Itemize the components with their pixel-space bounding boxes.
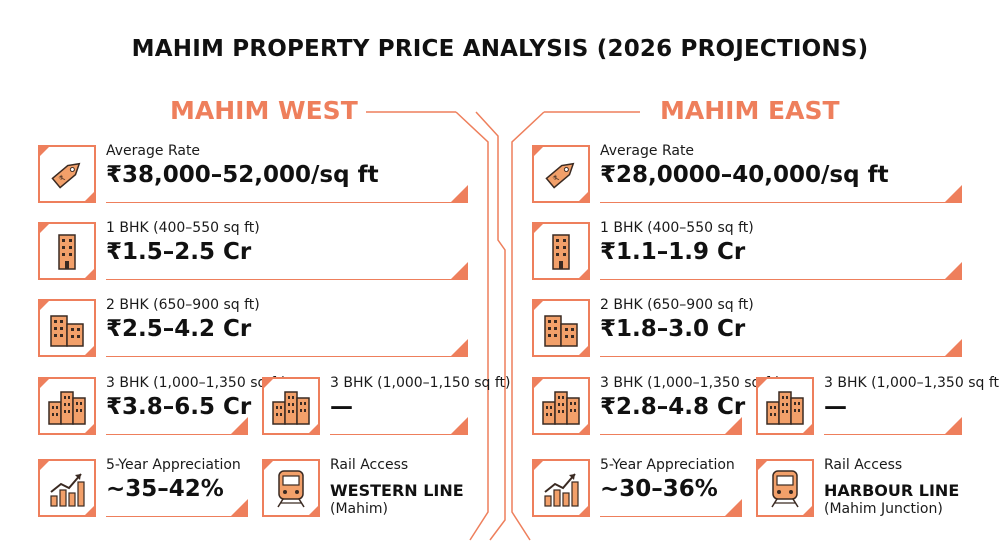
city-blocks-icon [262, 377, 320, 435]
east-appreciation-value: ~30–36% [600, 476, 718, 502]
east-average-rate-label: Average Rate [600, 143, 695, 159]
page-title: MAHIM PROPERTY PRICE ANALYSIS (2026 PROJ… [131, 36, 869, 62]
west-average-rate-value: ₹38,000–52,000/sq ft [106, 162, 379, 188]
price-tag-icon: ₹ [38, 145, 96, 203]
west-3bhk-b-value: — [330, 394, 353, 420]
west-2bhk-value: ₹2.5–4.2 Cr [106, 316, 252, 342]
west-3bhk-a-value: ₹3.8–6.5 Cr [106, 394, 252, 420]
west-2bhk-card: 2 BHK (650–900 sq ft) ₹2.5–4.2 Cr [38, 297, 468, 357]
west-1bhk-card: 1 BHK (400–550 sq ft) ₹1.5–2.5 Cr [38, 220, 468, 280]
east-3bhk-card-a: 3 BHK (1,000–1,350 sq ft) ₹2.8–4.8 Cr [532, 375, 780, 435]
west-rail-card: Rail Access WESTERN LINE (Mahim) [262, 457, 468, 517]
east-1bhk-card: 1 BHK (400–550 sq ft) ₹1.1–1.9 Cr [532, 220, 962, 280]
west-heading: MAHIM WEST [170, 96, 358, 125]
price-tag-icon: ₹ [532, 145, 590, 203]
growth-chart-icon [38, 459, 96, 517]
east-average-rate-card: ₹ Average Rate ₹28,0000–40,000/sq ft [532, 143, 962, 203]
west-3bhk-card-b: 3 BHK (1,000–1,150 sq ft) — [262, 375, 510, 435]
west-appreciation-label: 5-Year Appreciation [106, 457, 241, 473]
east-3bhk-a-label: 3 BHK (1,000–1,350 sq ft) [600, 375, 781, 391]
city-blocks-icon [38, 377, 96, 435]
west-appreciation-card: 5-Year Appreciation ~35–42% [38, 457, 248, 517]
city-blocks-icon [532, 377, 590, 435]
building-icon [38, 222, 96, 280]
west-appreciation-value: ~35–42% [106, 476, 224, 502]
east-2bhk-label: 2 BHK (650–900 sq ft) [600, 297, 754, 313]
buildings-icon [38, 299, 96, 357]
east-heading: MAHIM EAST [660, 96, 840, 125]
west-3bhk-card-a: 3 BHK (1,000–1,350 sq ft) ₹3.8–6.5 Cr [38, 375, 286, 435]
east-1bhk-label: 1 BHK (400–550 sq ft) [600, 220, 754, 236]
east-2bhk-card: 2 BHK (650–900 sq ft) ₹1.8–3.0 Cr [532, 297, 962, 357]
east-3bhk-b-value: — [824, 394, 847, 420]
east-average-rate-value: ₹28,0000–40,000/sq ft [600, 162, 889, 188]
east-rail-card: Rail Access HARBOUR LINE (Mahim Junction… [756, 457, 962, 517]
svg-text:₹: ₹ [552, 173, 562, 183]
west-rail-label: Rail Access [330, 457, 409, 473]
east-3bhk-a-value: ₹2.8–4.8 Cr [600, 394, 746, 420]
west-rail-sub: (Mahim) [330, 501, 388, 517]
west-1bhk-value: ₹1.5–2.5 Cr [106, 239, 252, 265]
east-2bhk-value: ₹1.8–3.0 Cr [600, 316, 746, 342]
west-average-rate-card: ₹ Average Rate ₹38,000–52,000/sq ft [38, 143, 468, 203]
west-rail-value: WESTERN LINE [330, 481, 464, 500]
buildings-icon [532, 299, 590, 357]
east-appreciation-card: 5-Year Appreciation ~30–36% [532, 457, 742, 517]
east-rail-sub: (Mahim Junction) [824, 501, 943, 517]
growth-chart-icon [532, 459, 590, 517]
east-3bhk-card-b: 3 BHK (1,000–1,350 sq ft) — [756, 375, 1000, 435]
west-average-rate-label: Average Rate [106, 143, 201, 159]
west-1bhk-label: 1 BHK (400–550 sq ft) [106, 220, 260, 236]
east-3bhk-b-label: 3 BHK (1,000–1,350 sq ft) [824, 375, 1000, 391]
train-icon [756, 459, 814, 517]
east-appreciation-label: 5-Year Appreciation [600, 457, 735, 473]
building-icon [532, 222, 590, 280]
city-blocks-icon [756, 377, 814, 435]
east-1bhk-value: ₹1.1–1.9 Cr [600, 239, 746, 265]
train-icon [262, 459, 320, 517]
west-3bhk-b-label: 3 BHK (1,000–1,150 sq ft) [330, 375, 511, 391]
east-rail-value: HARBOUR LINE [824, 481, 960, 500]
west-3bhk-a-label: 3 BHK (1,000–1,350 sq ft) [106, 375, 287, 391]
west-2bhk-label: 2 BHK (650–900 sq ft) [106, 297, 260, 313]
svg-text:₹: ₹ [58, 173, 68, 183]
east-rail-label: Rail Access [824, 457, 903, 473]
